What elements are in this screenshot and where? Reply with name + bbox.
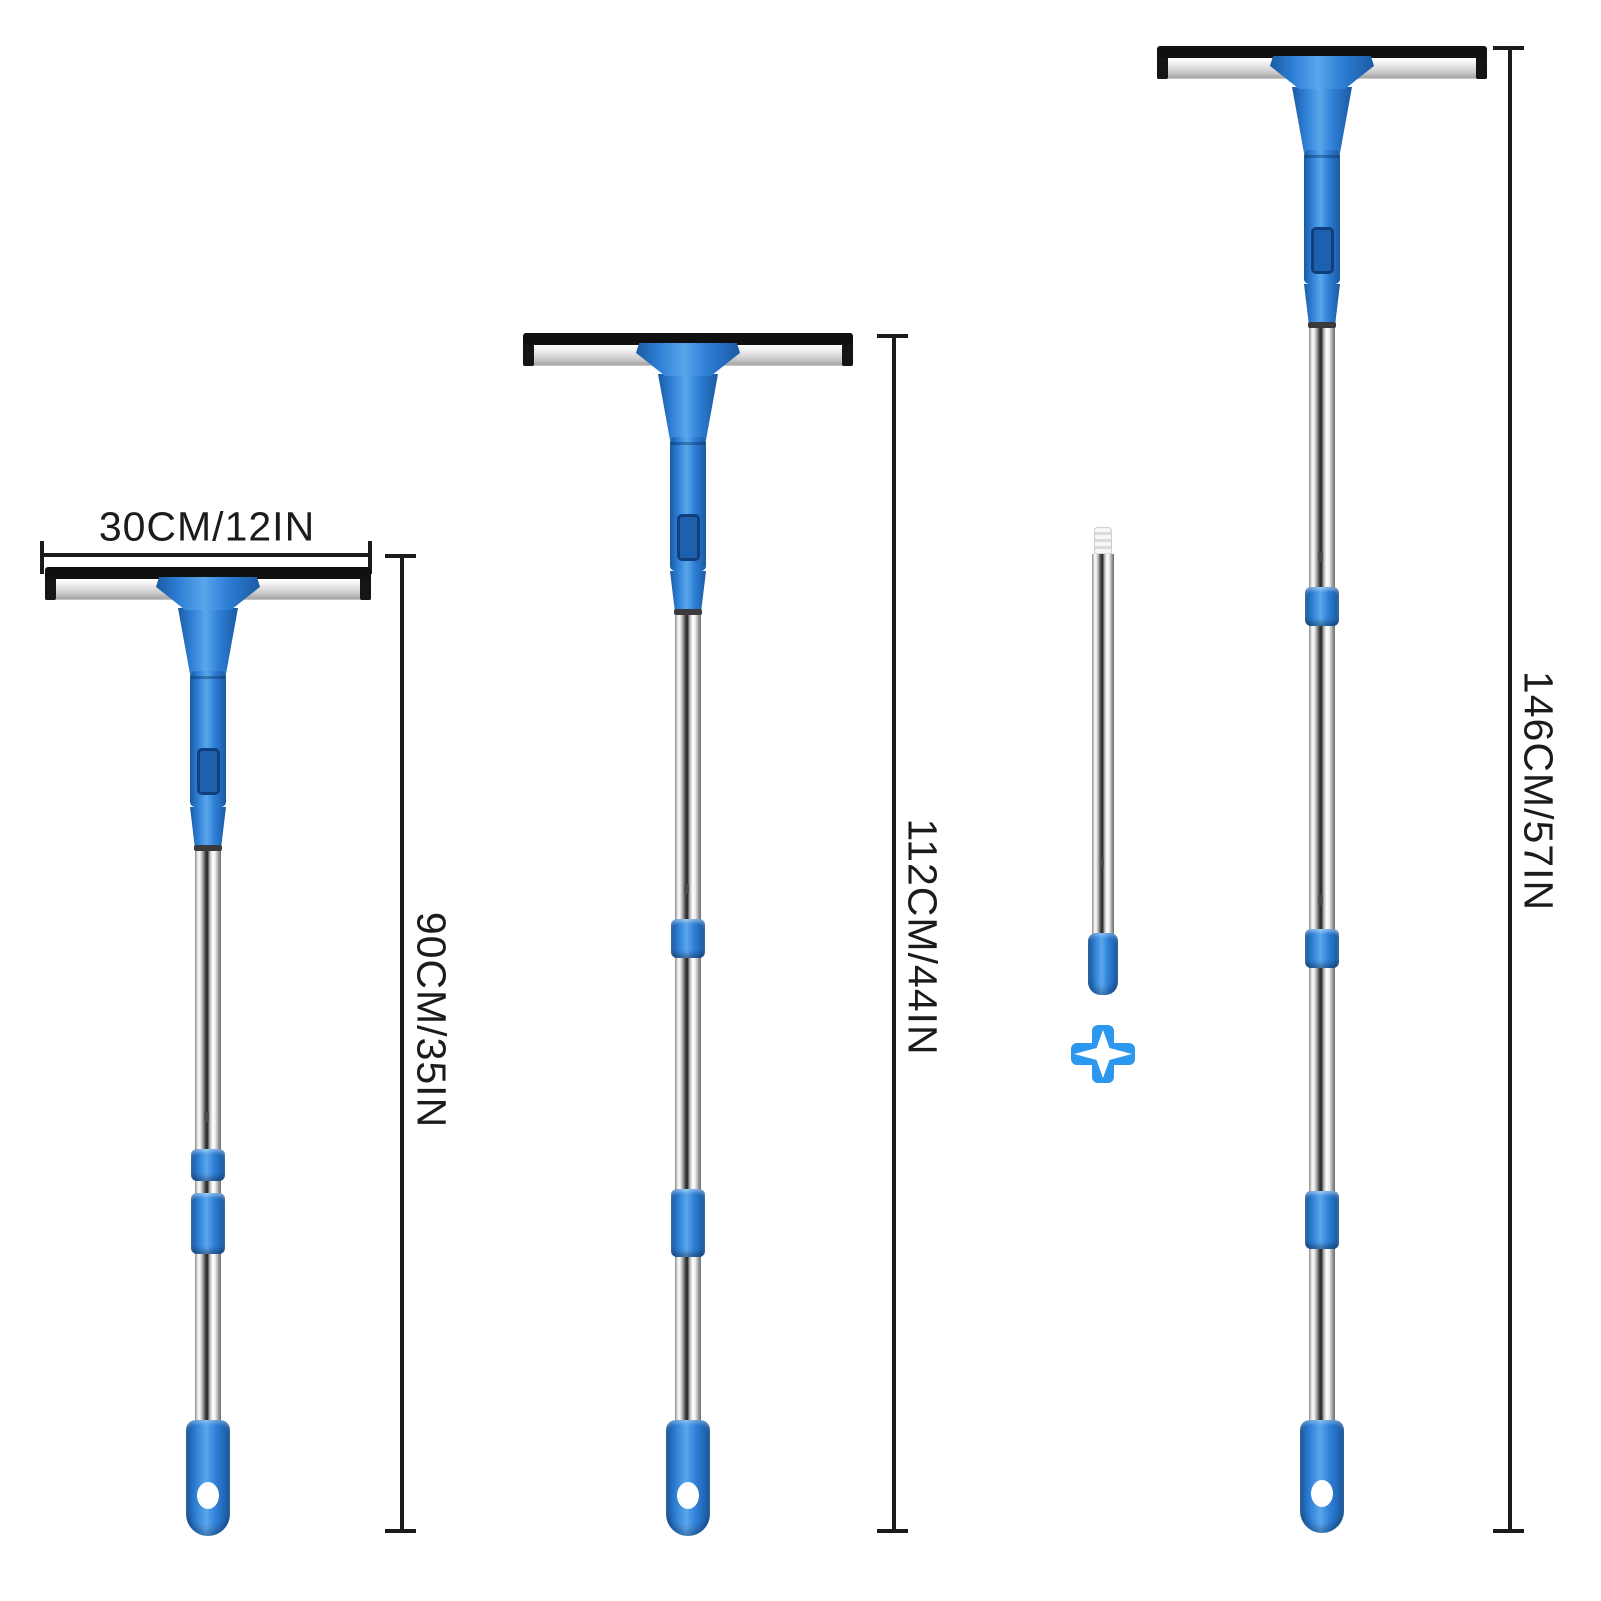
height-dimension-bottom-tick-large xyxy=(1493,1529,1524,1533)
blade-endcap-right xyxy=(842,337,853,366)
width-dimension-tick-left xyxy=(40,541,44,574)
handle-seam xyxy=(191,676,225,679)
blade-endcap-right xyxy=(360,571,371,600)
pole-print-mark xyxy=(684,884,689,894)
blade-rubber xyxy=(45,567,371,579)
grip-handle xyxy=(186,1420,230,1536)
blade-bracket xyxy=(156,577,260,610)
handle-collar-ring xyxy=(674,609,702,615)
height-dimension-label-large: 146CM/57IN xyxy=(1515,670,1562,912)
height-dimension-label-medium: 112CM/44IN xyxy=(899,818,946,1056)
pole-collar xyxy=(1305,1191,1339,1249)
pole-collar xyxy=(191,1149,225,1181)
handle-seam xyxy=(671,442,705,445)
pole-print-mark xyxy=(1318,895,1323,905)
grip-handle xyxy=(666,1420,710,1536)
height-dimension-line-large xyxy=(1508,48,1512,1533)
handle-cone xyxy=(1292,87,1352,153)
blade-endcap-right xyxy=(1476,50,1487,79)
release-button xyxy=(197,748,220,795)
handle-collar-ring xyxy=(194,845,222,851)
height-dimension-bottom-tick-medium xyxy=(877,1529,908,1533)
height-dimension-top-tick-small xyxy=(385,554,416,558)
hanging-hole xyxy=(677,1482,699,1509)
grip-handle xyxy=(1300,1420,1344,1533)
handle-collar-ring xyxy=(1308,322,1336,328)
blade-rubber xyxy=(523,333,853,345)
release-button xyxy=(1311,227,1334,274)
pole-collar xyxy=(1305,929,1339,968)
height-dimension-top-tick-medium xyxy=(877,334,908,338)
handle-cone xyxy=(658,374,718,440)
extension-pole-grip xyxy=(1088,933,1118,995)
height-dimension-top-tick-large xyxy=(1493,46,1524,50)
pole-collar xyxy=(1305,587,1339,626)
height-dimension-line-small xyxy=(400,556,404,1533)
height-dimension-line-medium xyxy=(892,336,896,1533)
blade-bracket xyxy=(1270,56,1374,89)
pole-large xyxy=(1309,328,1335,1420)
plus-icon xyxy=(1071,1025,1135,1083)
pole-collar xyxy=(671,919,705,958)
pole-collar xyxy=(191,1193,225,1254)
handle-seam xyxy=(1305,155,1339,158)
extension-pole-tube xyxy=(1092,554,1114,935)
handle-cone xyxy=(178,608,238,674)
blade-endcap-left xyxy=(45,571,56,600)
height-dimension-bottom-tick-small xyxy=(385,1529,416,1533)
blade-endcap-left xyxy=(1157,50,1168,79)
pole-medium xyxy=(675,615,701,1420)
hanging-hole xyxy=(197,1482,219,1509)
hanging-hole xyxy=(1311,1480,1333,1507)
width-dimension-line xyxy=(42,553,372,557)
blade-rubber xyxy=(1157,46,1487,58)
width-dimension-label-small: 30CM/12IN xyxy=(98,503,316,550)
pole-print-mark xyxy=(204,1112,209,1122)
release-button xyxy=(677,514,700,561)
handle-neck xyxy=(670,571,706,613)
width-dimension-tick-right xyxy=(368,541,372,574)
pole-thread-tip xyxy=(1094,527,1112,556)
pole-small xyxy=(195,851,221,1420)
handle-neck xyxy=(190,807,226,849)
pole-print-mark xyxy=(1318,552,1323,562)
pole-collar xyxy=(671,1189,705,1257)
handle-neck xyxy=(1304,284,1340,326)
blade-endcap-left xyxy=(523,337,534,366)
blade-bracket xyxy=(636,343,740,376)
pole-print-mark xyxy=(1100,858,1104,867)
height-dimension-label-small: 90CM/35IN xyxy=(408,911,455,1129)
